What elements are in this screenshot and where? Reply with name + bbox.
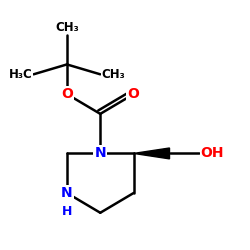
Text: OH: OH: [200, 146, 224, 160]
Text: O: O: [61, 87, 73, 101]
Text: N: N: [61, 186, 73, 200]
Text: H₃C: H₃C: [8, 68, 32, 81]
Polygon shape: [134, 148, 170, 159]
Text: O: O: [128, 87, 140, 101]
Text: N: N: [94, 146, 106, 160]
Text: H: H: [62, 205, 72, 218]
Text: CH₃: CH₃: [102, 68, 125, 81]
Text: CH₃: CH₃: [55, 20, 79, 34]
